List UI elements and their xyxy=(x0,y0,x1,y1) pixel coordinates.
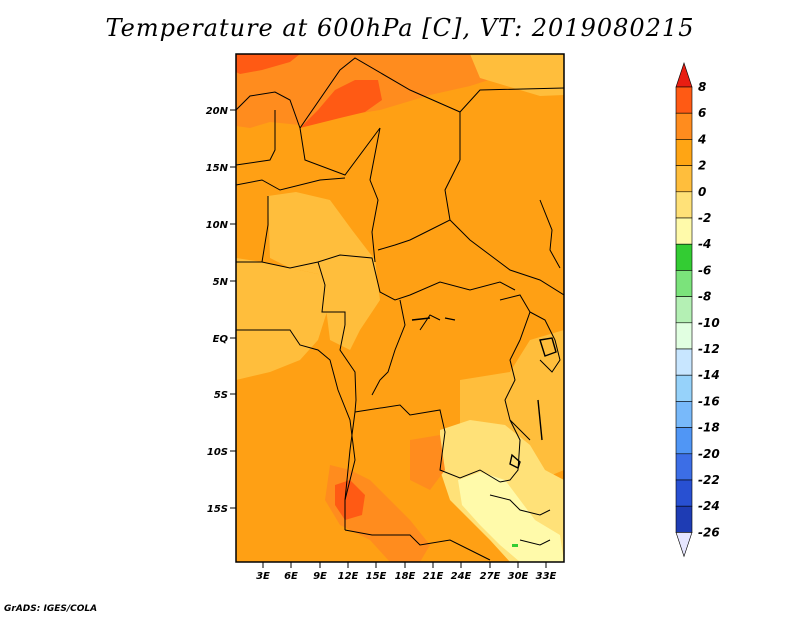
colorbar-swatch xyxy=(675,191,693,219)
lat-label-eq: EQ xyxy=(213,334,229,345)
colorbar-swatch xyxy=(675,374,693,402)
field-hot-southwest xyxy=(335,480,365,520)
colorbar-label: -18 xyxy=(698,421,720,435)
colorbar-swatch xyxy=(675,86,693,114)
lat-label-5s: 5S xyxy=(214,390,228,401)
colorbar-swatch xyxy=(675,165,693,193)
country-borders xyxy=(236,57,564,561)
lon-label-3e: 3E xyxy=(256,571,270,582)
lon-label-12e: 12E xyxy=(338,571,359,582)
colorbar-swatch xyxy=(675,453,693,481)
lon-label-27e: 27E xyxy=(480,571,501,582)
colorbar-label: 8 xyxy=(698,80,706,94)
lat-label-10s: 10S xyxy=(207,447,228,458)
colorbar-label: -2 xyxy=(698,211,711,225)
colorbar-label: -8 xyxy=(698,290,711,304)
colorbar-label: -26 xyxy=(698,525,720,539)
colorbar-label: -10 xyxy=(698,316,720,330)
colorbar: 8 6 4 2 0 -2 -4 -6 -8 -10 -12 -14 -16 -18 -20 -22 -24 -26 xyxy=(675,62,720,558)
field-green-patch xyxy=(512,544,518,547)
field-cream-southeast xyxy=(458,472,564,562)
lakes xyxy=(411,317,557,469)
field-warm-inland-south xyxy=(410,435,445,490)
lon-tick-marks xyxy=(262,562,547,568)
temperature-field xyxy=(236,54,564,562)
field-cool-centre-west xyxy=(268,192,380,350)
lat-label-5n: 5N xyxy=(213,277,229,288)
colorbar-label: -20 xyxy=(698,447,720,461)
colorbar-bottom-arrow xyxy=(675,532,693,558)
plot-frame xyxy=(235,53,565,563)
lon-label-9e: 9E xyxy=(313,571,327,582)
colorbar-label: -22 xyxy=(698,473,720,487)
lat-label-10n: 10N xyxy=(206,220,229,231)
colorbar-swatch xyxy=(675,401,693,428)
colorbar-label: -14 xyxy=(698,368,720,382)
field-cool-northeast xyxy=(470,54,564,96)
lon-label-18e: 18E xyxy=(395,571,416,582)
colorbar-swatch xyxy=(675,217,693,245)
lat-tick-marks xyxy=(230,109,236,509)
lat-labels: 20N 15N 10N 5N EQ 5S 10S 15S xyxy=(206,106,229,515)
lat-label-15n: 15N xyxy=(206,163,229,174)
colorbar-swatch xyxy=(675,139,693,166)
lon-label-24e: 24E xyxy=(451,571,472,582)
colorbar-label: -24 xyxy=(698,499,720,513)
colorbar-label: -16 xyxy=(698,394,720,408)
field-hot-north-2 xyxy=(236,54,300,74)
colorbar-swatch xyxy=(675,296,693,324)
field-hot-north xyxy=(300,80,382,128)
colorbar-swatch xyxy=(675,112,693,140)
lat-label-15s: 15S xyxy=(207,504,228,515)
colorbar-label: 4 xyxy=(697,132,706,146)
lon-label-6e: 6E xyxy=(284,571,298,582)
colorbar-swatch xyxy=(675,427,693,455)
colorbar-label: 2 xyxy=(698,159,706,173)
colorbar-swatch xyxy=(675,479,693,507)
map-title: Temperature at 600hPa [C], VT: 201908021… xyxy=(105,14,695,42)
colorbar-swatch xyxy=(675,270,693,297)
colorbar-swatch xyxy=(675,243,693,271)
lon-label-30e: 30E xyxy=(508,571,529,582)
colorbar-swatch xyxy=(675,505,693,533)
colorbar-top-arrow xyxy=(675,62,693,88)
colorbar-label: -6 xyxy=(698,263,711,277)
colorbar-swatch xyxy=(675,348,693,376)
lon-labels: 3E 6E 9E 12E 15E 18E 21E 24E 27E 30E 33E xyxy=(256,571,556,582)
grads-credit: GrADS: IGES/COLA xyxy=(4,604,98,614)
lon-label-21e: 21E xyxy=(423,571,444,582)
lat-label-20n: 20N xyxy=(206,106,229,117)
colorbar-swatch xyxy=(675,322,693,350)
lon-label-15e: 15E xyxy=(366,571,387,582)
colorbar-label: 6 xyxy=(698,106,706,120)
lon-label-33e: 33E xyxy=(536,571,557,582)
colorbar-label: 0 xyxy=(698,185,706,199)
field-cool-west xyxy=(236,258,330,380)
colorbar-label: -12 xyxy=(698,342,720,356)
colorbar-label: -4 xyxy=(698,237,711,251)
